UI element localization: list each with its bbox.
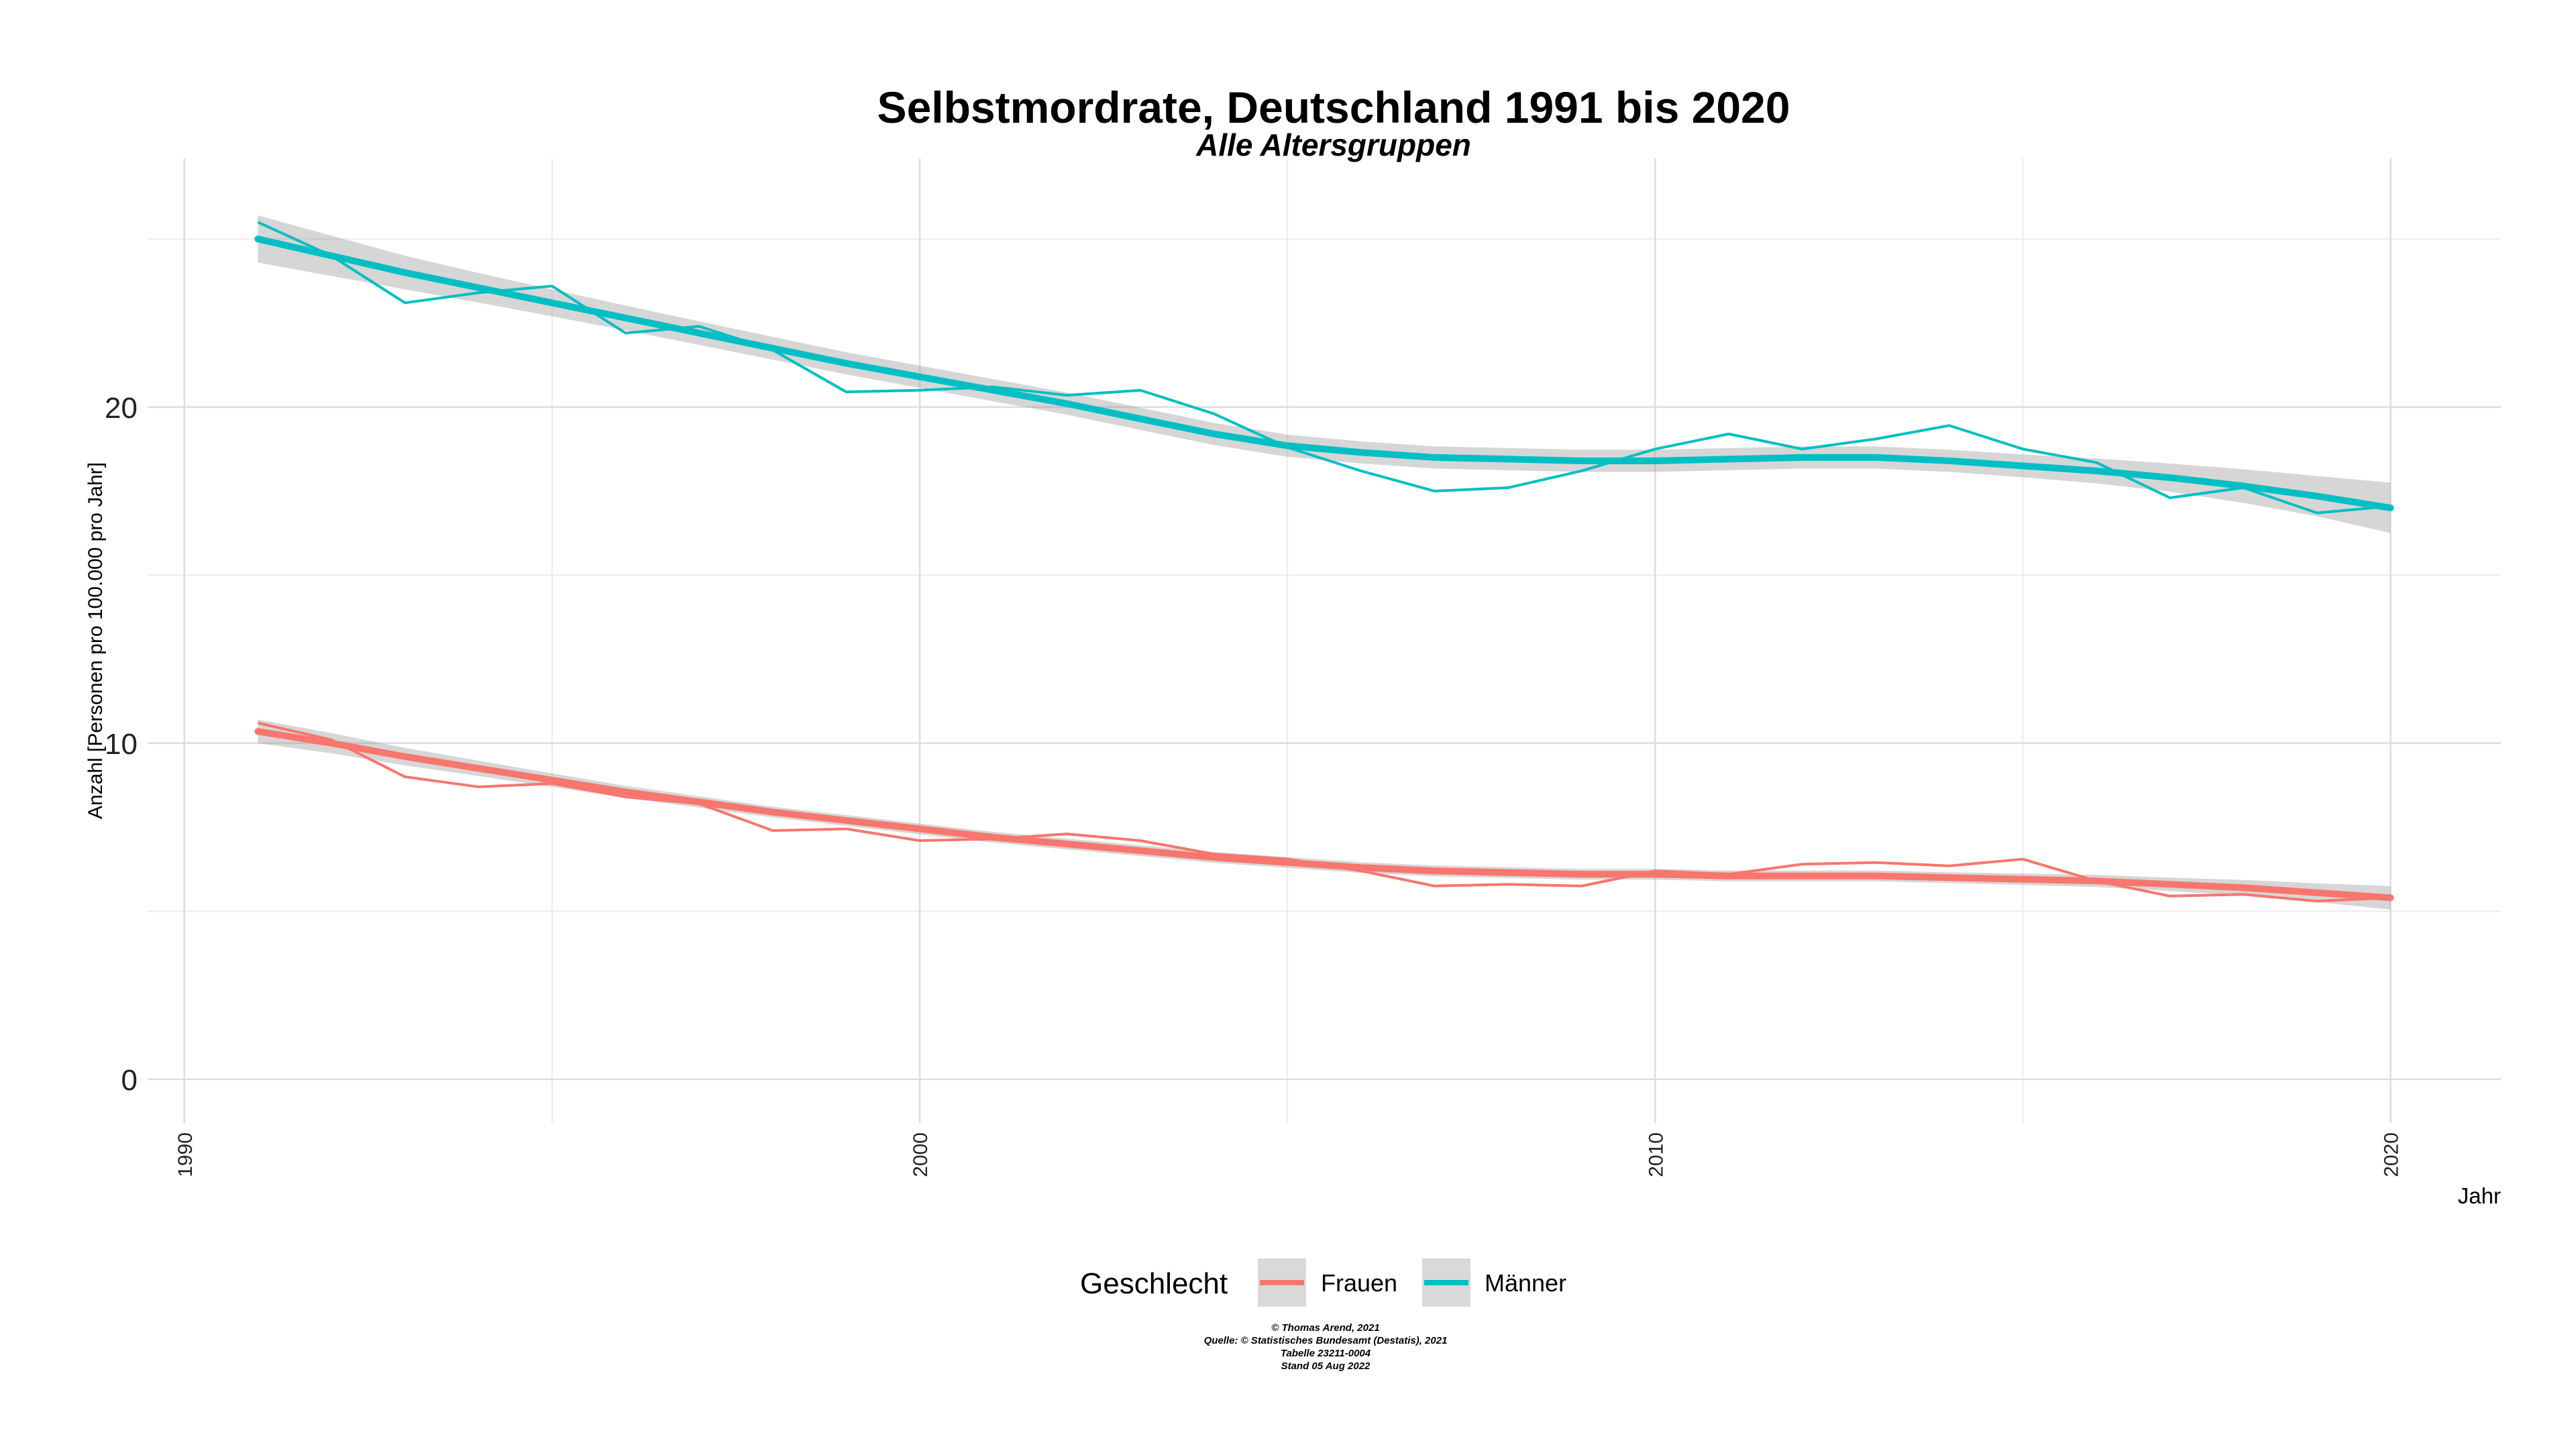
y-tick-label: 0: [121, 1064, 138, 1097]
x-tick-label: 2020: [2381, 1132, 2403, 1177]
confidence-bands: [258, 215, 2391, 910]
legend-label-frauen: Frauen: [1321, 1269, 1397, 1297]
legend-title: Geschlecht: [1080, 1267, 1228, 1300]
series-lines: [254, 221, 2394, 903]
smooth-line-frauen: [254, 728, 2394, 902]
y-tick-label: 20: [105, 392, 138, 425]
smooth-line-mnner: [254, 235, 2394, 512]
caption-line-3: Tabelle 23211-0004: [1281, 1348, 1371, 1359]
chart-subtitle: Alle Altersgruppen: [1195, 127, 1471, 162]
raw-line-mnner: [257, 221, 2391, 515]
legend: Geschlecht Frauen Männer: [1080, 1258, 1566, 1307]
chart-title: Selbstmordrate, Deutschland 1991 bis 202…: [877, 83, 1790, 132]
caption-line-4: Stand 05 Aug 2022: [1281, 1360, 1371, 1372]
minor-gridlines: [148, 158, 2501, 1123]
caption: © Thomas Arend, 2021 Quelle: © Statistis…: [1204, 1322, 1448, 1372]
major-gridlines: [148, 158, 2501, 1123]
x-tick-label: 2010: [1645, 1132, 1667, 1177]
x-tick-label: 1990: [174, 1132, 197, 1177]
y-tick-label: 10: [105, 728, 138, 761]
x-tick-labels: 1990 2000 2010 2020: [174, 1132, 2403, 1177]
x-tick-label: 2000: [910, 1132, 932, 1177]
y-axis-label: Anzahl [Personen pro 100.000 pro Jahr]: [85, 462, 107, 819]
confidence-band-mnner: [258, 215, 2391, 533]
confidence-band-frauen: [258, 719, 2391, 910]
caption-line-1: © Thomas Arend, 2021: [1271, 1322, 1379, 1334]
caption-line-2: Quelle: © Statistisches Bundesamt (Desta…: [1204, 1335, 1448, 1346]
legend-label-maenner: Männer: [1485, 1269, 1566, 1297]
y-tick-labels: 0 10 20: [105, 392, 138, 1097]
x-axis-label: Jahr: [2458, 1183, 2501, 1208]
raw-line-frauen: [257, 721, 2391, 903]
